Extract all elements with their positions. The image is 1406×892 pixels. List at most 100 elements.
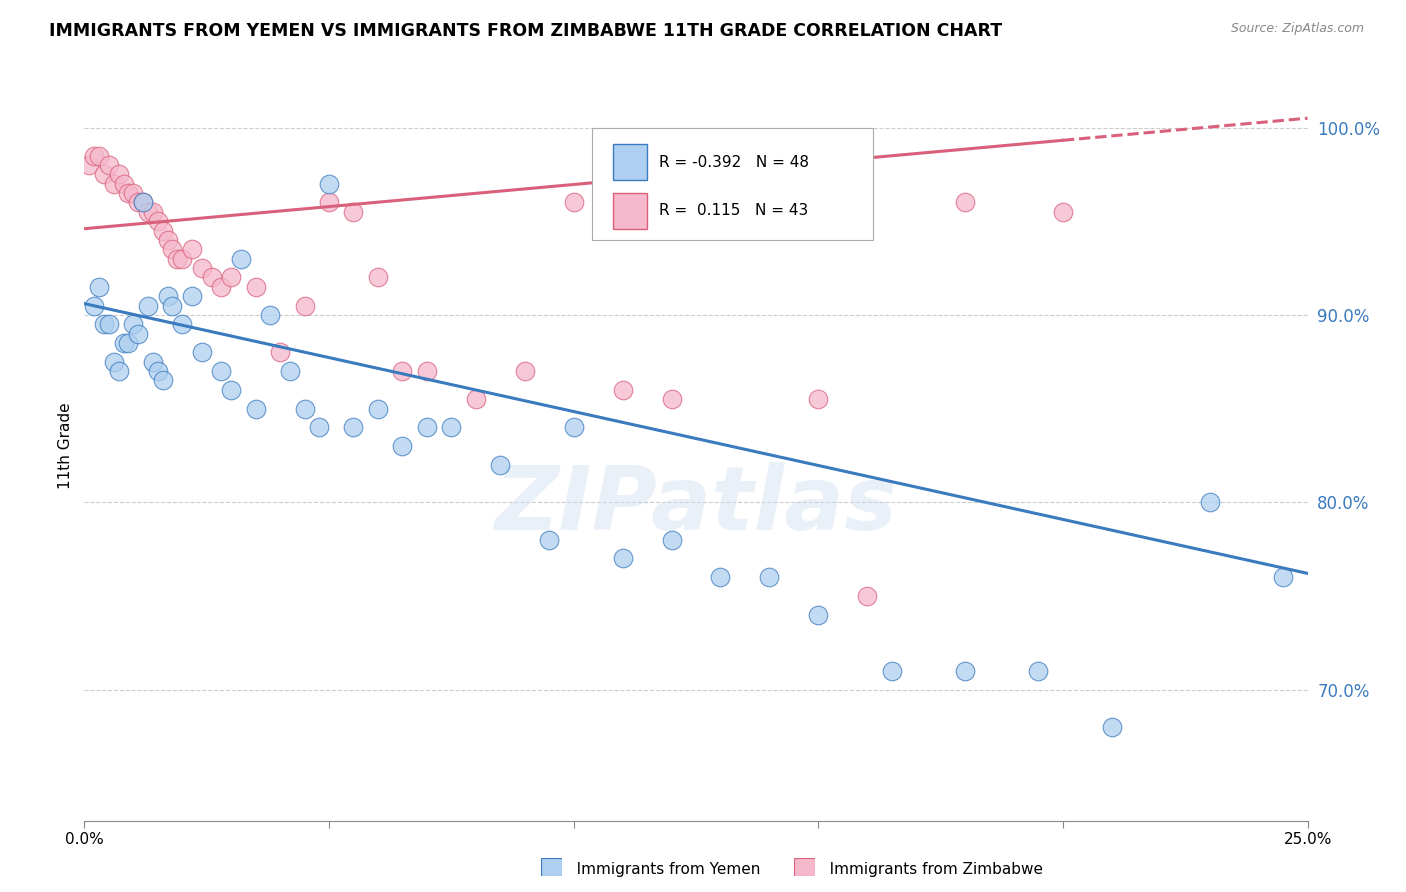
Point [612,383,634,397]
Point [146,364,169,378]
Point [953,195,976,210]
Point [146,214,169,228]
Point [416,420,439,434]
Point [1272,570,1295,584]
Point [209,280,232,294]
Point [181,289,204,303]
Point [127,326,149,341]
Point [87,149,110,163]
Point [269,345,291,359]
Point [709,205,731,219]
Point [259,308,281,322]
Point [953,664,976,678]
Point [318,177,340,191]
Text: Source: ZipAtlas.com: Source: ZipAtlas.com [1230,22,1364,36]
Point [807,607,830,622]
Point [709,570,731,584]
Point [97,318,120,332]
Point [93,318,115,332]
Point [661,533,683,547]
Bar [613,193,647,228]
Point [342,205,364,219]
Point [103,177,125,191]
Point [83,299,105,313]
Y-axis label: 11th Grade: 11th Grade [58,402,73,490]
Bar [613,144,647,180]
Point [1198,495,1220,509]
Point [166,252,188,266]
Point [191,345,214,359]
Point [856,589,879,603]
Point [209,364,232,378]
Point [513,364,536,378]
Point [308,420,330,434]
Point [97,158,120,172]
Point [219,383,242,397]
Point [318,195,340,210]
Point [142,205,165,219]
Point [83,149,105,163]
Point [77,158,100,172]
Point [440,420,463,434]
Point [117,186,139,201]
Point [1101,720,1123,734]
Point [103,355,125,369]
Point [1028,664,1050,678]
Point [562,420,585,434]
Point [156,233,179,247]
Text: Immigrants from Zimbabwe: Immigrants from Zimbabwe [815,863,1043,877]
Point [172,318,194,332]
Point [391,364,413,378]
Point [117,336,139,351]
Point [107,168,129,182]
Point [191,261,214,276]
Text: ZIPatlas: ZIPatlas [495,462,897,549]
Point [612,551,634,566]
Point [136,205,159,219]
Point [162,243,184,257]
Point [807,392,830,407]
Point [1052,205,1074,219]
Point [367,270,389,285]
Point [229,252,252,266]
Point [152,224,174,238]
Point [162,299,184,313]
FancyBboxPatch shape [592,128,873,240]
Point [152,374,174,388]
Point [122,318,145,332]
Point [661,392,683,407]
Point [294,401,316,416]
Point [122,186,145,201]
Point [136,299,159,313]
Point [489,458,512,472]
Text: Immigrants from Yemen: Immigrants from Yemen [562,863,761,877]
Point [112,177,135,191]
Point [181,243,204,257]
Point [93,168,115,182]
Point [107,364,129,378]
Text: IMMIGRANTS FROM YEMEN VS IMMIGRANTS FROM ZIMBABWE 11TH GRADE CORRELATION CHART: IMMIGRANTS FROM YEMEN VS IMMIGRANTS FROM… [49,22,1002,40]
Point [391,439,413,453]
Point [172,252,194,266]
Point [758,570,780,584]
Point [142,355,165,369]
Point [294,299,316,313]
Point [278,364,301,378]
Point [416,364,439,378]
Point [367,401,389,416]
Point [132,195,155,210]
Point [200,270,222,285]
Point [219,270,242,285]
Text: R =  0.115   N = 43: R = 0.115 N = 43 [659,203,808,219]
Point [245,401,267,416]
Point [562,195,585,210]
Point [156,289,179,303]
Point [464,392,486,407]
Point [538,533,561,547]
Point [112,336,135,351]
Point [87,280,110,294]
Point [880,664,903,678]
Point [127,195,149,210]
Text: R = -0.392   N = 48: R = -0.392 N = 48 [659,154,810,169]
Point [245,280,267,294]
